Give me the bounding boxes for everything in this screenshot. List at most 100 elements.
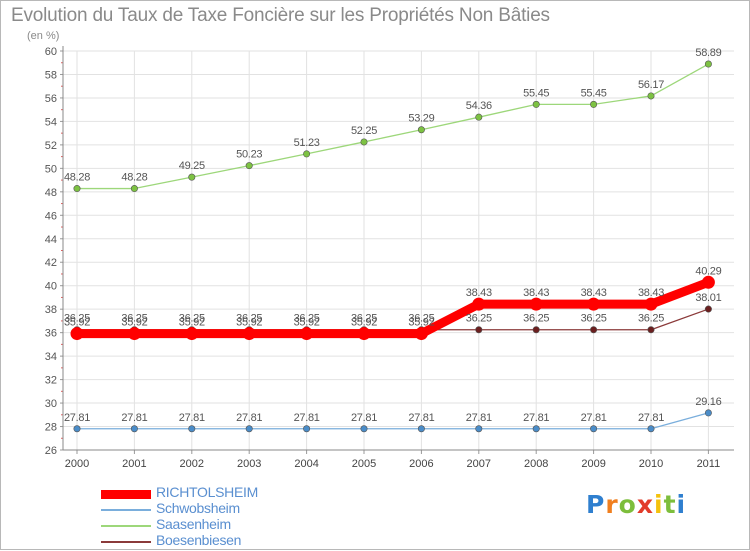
point-saasenheim-2004: [303, 150, 311, 158]
legend-swatch: [101, 509, 151, 511]
chart-subtitle: (en %): [27, 30, 60, 42]
point-saasenheim-2003: [245, 162, 253, 170]
data-label-boesenbiesen-2006: 36.25: [408, 313, 434, 325]
xtick-label-2009: 2009: [581, 458, 605, 470]
point-boesenbiesen-2007: [475, 326, 483, 334]
data-label-schwobsheim-2001: 27.81: [121, 412, 147, 424]
point-richtolsheim-2008: [529, 297, 543, 311]
data-label-saasenheim-2000: 48.28: [64, 172, 90, 184]
point-saasenheim-2002: [188, 173, 196, 181]
logo-letter: P: [586, 490, 606, 519]
data-label-richtolsheim-2011: 40.29: [695, 265, 721, 277]
ytick-label-60: 60: [45, 46, 57, 58]
point-schwobsheim-2009: [590, 425, 598, 433]
legend-label: Boesenbiesen: [156, 532, 242, 548]
data-label-boesenbiesen-2002: 36.25: [179, 313, 205, 325]
logo-letter: x: [636, 490, 654, 519]
xtick-label-2001: 2001: [122, 458, 146, 470]
grid-lines: [63, 50, 734, 451]
data-label-schwobsheim-2003: 27.81: [236, 412, 262, 424]
axes: 26 28 30 32 34 36 38 40 42 44 46 48 50 52 54 56 58 60 2000…: [45, 46, 734, 470]
series-line-saasenheim: [76, 63, 710, 190]
data-label-schwobsheim-2007: 27.81: [466, 412, 492, 424]
logo-letter: r: [605, 490, 619, 519]
logo-letter: t: [663, 490, 677, 519]
ytick-label-32: 32: [45, 375, 57, 387]
point-saasenheim-2001: [130, 185, 138, 193]
data-label-saasenheim-2010: 56.17: [638, 79, 664, 91]
data-label-saasenheim-2003: 50.23: [236, 149, 262, 161]
ytick-label-44: 44: [45, 234, 57, 246]
data-label-schwobsheim-2005: 27.81: [351, 412, 377, 424]
point-boesenbiesen-2011: [704, 305, 712, 313]
point-schwobsheim-2004: [303, 425, 311, 433]
data-label-richtolsheim-2000: 35.92: [64, 317, 90, 329]
point-schwobsheim-2008: [532, 425, 540, 433]
xtick-label-2002: 2002: [180, 458, 204, 470]
point-saasenheim-2007: [475, 113, 483, 121]
logo-letter: i: [676, 490, 687, 519]
data-label-richtolsheim-2004: 35.92: [294, 317, 320, 329]
ytick-label-52: 52: [45, 140, 57, 152]
data-label-saasenheim-2001: 48.28: [121, 172, 147, 184]
ytick-label-36: 36: [45, 328, 57, 340]
data-label-saasenheim-2002: 49.25: [179, 160, 205, 172]
ytick-label-50: 50: [45, 163, 57, 175]
point-richtolsheim-2006: [414, 327, 428, 341]
data-label-schwobsheim-2008: 27.81: [523, 412, 549, 424]
legend-swatch: [101, 541, 151, 543]
ytick-label-56: 56: [45, 93, 57, 105]
series-line-boesenbiesen: [76, 308, 710, 331]
data-label-boesenbiesen-2001: 36.25: [121, 313, 147, 325]
point-richtolsheim-2005: [357, 327, 371, 341]
data-label-richtolsheim-2009: 38.43: [581, 287, 607, 299]
ytick-label-42: 42: [45, 257, 57, 269]
xtick-label-2004: 2004: [294, 458, 318, 470]
data-label-richtolsheim-2010: 38.43: [638, 287, 664, 299]
point-boesenbiesen-2010: [647, 326, 655, 334]
xtick-label-2003: 2003: [237, 458, 261, 470]
data-label-richtolsheim-2003: 35.92: [236, 317, 262, 329]
xtick-label-2007: 2007: [467, 458, 491, 470]
point-schwobsheim-2006: [417, 425, 425, 433]
xtick-label-2006: 2006: [409, 458, 433, 470]
ytick-label-58: 58: [45, 69, 57, 81]
legend-swatch: [101, 525, 151, 527]
point-schwobsheim-2003: [245, 425, 253, 433]
data-label-richtolsheim-2006: 35.92: [408, 317, 434, 329]
data-label-boesenbiesen-2007: 36.25: [466, 313, 492, 325]
series-line-richtolsheim: [72, 277, 713, 339]
point-schwobsheim-2002: [188, 425, 196, 433]
data-label-saasenheim-2007: 54.36: [466, 100, 492, 112]
ytick-label-34: 34: [45, 351, 57, 363]
ytick-label-48: 48: [45, 187, 57, 199]
logo-letter: o: [618, 490, 637, 519]
data-label-boesenbiesen-2008: 36.25: [523, 313, 549, 325]
data-label-richtolsheim-2005: 35.92: [351, 317, 377, 329]
point-schwobsheim-2011: [704, 409, 712, 417]
xtick-label-2010: 2010: [639, 458, 663, 470]
data-label-saasenheim-2009: 55.45: [581, 87, 607, 99]
point-schwobsheim-2005: [360, 425, 368, 433]
ytick-label-28: 28: [45, 422, 57, 434]
data-label-schwobsheim-2010: 27.81: [638, 412, 664, 424]
ytick-label-54: 54: [45, 116, 57, 128]
data-label-boesenbiesen-2010: 36.25: [638, 313, 664, 325]
point-schwobsheim-2000: [73, 425, 81, 433]
data-label-boesenbiesen-2003: 36.25: [236, 313, 262, 325]
point-schwobsheim-2010: [647, 425, 655, 433]
ytick-label-40: 40: [45, 281, 57, 293]
data-label-saasenheim-2006: 53.29: [408, 113, 434, 125]
data-label-boesenbiesen-2005: 36.25: [351, 313, 377, 325]
point-saasenheim-2010: [647, 92, 655, 100]
ytick-label-26: 26: [45, 445, 57, 457]
point-saasenheim-2011: [704, 60, 712, 68]
data-label-boesenbiesen-2004: 36.25: [294, 313, 320, 325]
proxiti-logo: Proxiti: [586, 490, 686, 519]
data-label-boesenbiesen-2011: 38.01: [695, 292, 721, 304]
point-schwobsheim-2001: [130, 425, 138, 433]
data-label-boesenbiesen-2009: 36.25: [581, 313, 607, 325]
ytick-label-38: 38: [45, 304, 57, 316]
legend-label: Schwobsheim: [156, 500, 240, 516]
